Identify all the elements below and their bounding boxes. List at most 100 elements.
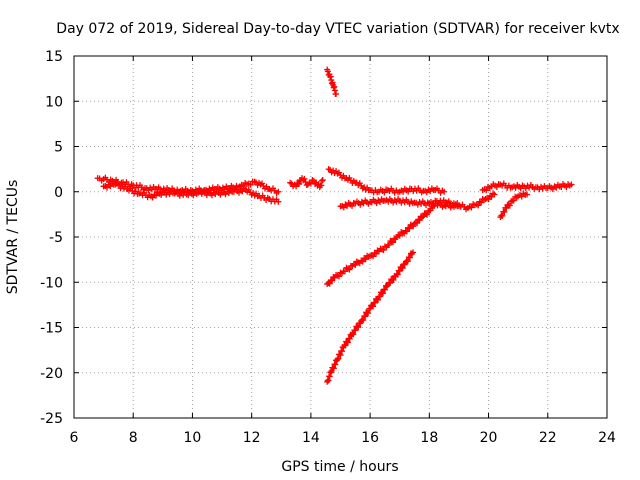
y-tick-label: 15 [45,49,63,65]
y-tick-label: -25 [40,411,63,427]
axis-ticks: 6 8 10 12 14 16 18 20 22 24 -25 -20 -15 -10 -5 0 5 10 15 [40,49,616,446]
data-point [336,273,343,280]
data-point [352,327,359,334]
data-point [349,202,356,209]
data-point [423,211,430,218]
x-tick-label: 14 [302,430,320,446]
data-point [247,181,254,188]
data-point [427,207,434,214]
data-point [365,310,372,317]
x-tick-label: 20 [480,430,498,446]
data-point [330,365,337,372]
y-tick-label: -5 [49,230,63,246]
data-point [275,198,282,205]
data-point [475,202,482,209]
y-tick-label: 0 [54,185,63,201]
series-group [497,190,531,221]
data-point [149,194,156,201]
data-point [318,177,325,184]
x-tick-label: 16 [361,430,379,446]
data-point [389,239,396,246]
data-point [406,254,413,261]
data-point [410,249,417,256]
data-point [153,192,160,199]
x-tick-label: 18 [420,430,438,446]
data-point [362,313,369,320]
data-point [275,188,282,195]
series-group [479,180,575,194]
data-point [341,268,348,275]
data-point [493,184,500,191]
series-group [324,249,417,385]
data-point [346,266,353,273]
data-point [372,299,379,306]
data-point [333,91,340,98]
data-point [352,262,359,269]
data-point [501,208,508,215]
data-point [360,317,367,324]
data-point [370,303,377,310]
x-tick-label: 22 [539,430,557,446]
data-point [381,189,388,196]
data-point [380,247,387,254]
x-tick-label: 12 [243,430,261,446]
series-group [100,180,282,205]
data-point [400,188,407,195]
data-point [355,324,362,331]
data-point [455,203,462,210]
data-point [491,191,498,198]
x-tick-label: 24 [598,430,616,446]
data-point [396,232,403,239]
data-point [390,276,397,283]
data-point [337,352,344,359]
series-group [324,66,340,98]
plot-frame [73,55,608,419]
x-tick-label: 8 [129,430,138,446]
data-point [387,280,394,287]
data-point [506,202,513,209]
data-point [342,342,349,349]
x-tick-label: 6 [70,430,79,446]
data-point [394,271,401,278]
data-point [381,286,388,293]
data-point [430,202,437,209]
data-point [386,241,393,248]
data-point [383,283,390,290]
y-tick-label: 10 [45,94,63,110]
data-point [518,193,525,200]
data-point [399,265,406,272]
x-tick-label: 10 [184,430,202,446]
data-point [568,181,575,188]
data-point [375,296,382,303]
data-point [510,197,517,204]
y-axis-label: SDTVAR / TECUs [5,180,21,295]
data-point [350,331,357,338]
data-point [318,182,325,189]
data-point [379,290,386,297]
data-point [468,204,475,211]
data-point [478,199,485,206]
data-point [422,211,429,218]
data-point [325,280,332,287]
y-tick-label: -20 [40,366,63,382]
data-point [319,176,326,183]
data-point [524,191,531,198]
data-point [376,293,383,300]
data-point [404,258,411,265]
grid-lines [74,56,607,418]
data-point [344,339,351,346]
y-tick-label: -10 [40,275,63,291]
data-point [499,212,506,219]
data-point [335,355,342,362]
series-group [324,202,437,288]
data-point [326,280,333,287]
data-point [405,188,412,195]
data-point [419,214,426,221]
data-point [338,348,345,355]
data-point [332,361,339,368]
data-point [441,188,448,195]
y-tick-label: -15 [40,321,63,337]
data-point [329,277,336,284]
series-group [287,175,326,191]
